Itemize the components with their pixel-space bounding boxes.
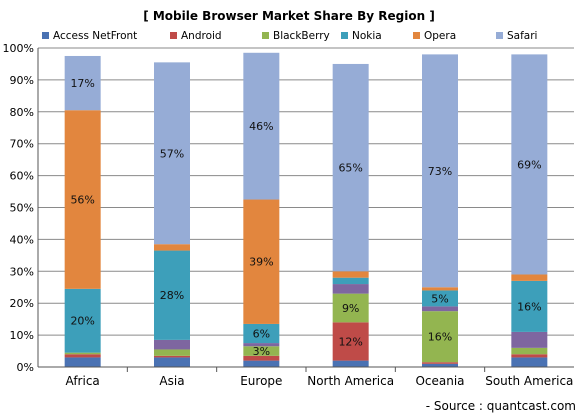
y-tick-label: 40% xyxy=(10,233,34,246)
y-axis: 0% 10% 20% 30% 40% 50% 60% 70% 80% 90% 100% xyxy=(3,42,39,374)
y-tick-label: 60% xyxy=(10,170,34,183)
bar-segment xyxy=(64,55,101,111)
bar-segment xyxy=(154,355,190,358)
bar-segment xyxy=(243,360,280,367)
bar-segment xyxy=(332,293,369,323)
x-category-label: Africa xyxy=(66,374,100,388)
y-tick-label: 20% xyxy=(10,297,34,310)
legend-swatch xyxy=(413,32,420,39)
x-category-label: North America xyxy=(307,374,394,388)
bar-segment xyxy=(64,288,101,353)
legend-swatch xyxy=(170,32,177,39)
data-label: 3% xyxy=(253,345,270,358)
bar-segment xyxy=(243,52,280,200)
data-label: 73% xyxy=(428,165,452,178)
data-label: 16% xyxy=(517,300,541,313)
data-label: 20% xyxy=(70,315,94,328)
y-tick-label: 80% xyxy=(10,106,34,119)
bar-segment xyxy=(332,277,369,285)
x-axis: Africa Asia Europe North America Oceania Sout… xyxy=(38,366,574,388)
x-category-label: Europe xyxy=(240,374,282,388)
y-tick-label: 50% xyxy=(10,202,34,215)
bar-segment xyxy=(154,244,190,251)
legend-swatch xyxy=(496,32,503,39)
legend-label: Safari xyxy=(507,30,537,42)
data-label: 17% xyxy=(70,77,94,90)
data-label: 9% xyxy=(342,302,359,315)
bar-segment xyxy=(511,347,548,355)
bar-segment xyxy=(511,54,548,275)
bar-segment xyxy=(154,62,190,245)
y-tick-label: 30% xyxy=(10,265,34,278)
data-label: 16% xyxy=(428,331,452,344)
bar-segment xyxy=(422,290,458,307)
x-category-label: Asia xyxy=(159,374,184,388)
bar-segment xyxy=(422,306,458,312)
bar-segment xyxy=(511,274,548,281)
legend-swatch xyxy=(341,32,348,39)
x-category-label: Oceania xyxy=(415,374,464,388)
data-label: 5% xyxy=(431,292,448,305)
legend-label: Android xyxy=(181,30,222,42)
legend-label: Access NetFront xyxy=(53,30,137,42)
source-note: - Source : quantcast.com xyxy=(426,399,576,413)
bar-segment xyxy=(511,280,548,332)
bar-segment xyxy=(64,354,101,358)
bar-segment xyxy=(422,362,458,364)
y-tick-label: 100% xyxy=(3,42,34,55)
bar-segment xyxy=(422,54,458,288)
bar-segment xyxy=(64,352,101,355)
gridlines xyxy=(38,47,574,336)
bar-segment xyxy=(243,323,280,344)
y-tick-label: 70% xyxy=(10,138,34,151)
bar-segment xyxy=(332,284,369,294)
chart-title: [ Mobile Browser Market Share By Region … xyxy=(143,9,435,23)
bar-segment xyxy=(243,355,280,361)
data-label: 46% xyxy=(249,120,273,133)
bar-segment xyxy=(243,346,280,356)
bar-segment xyxy=(511,357,548,367)
y-tick-label: 10% xyxy=(10,329,34,342)
legend-label: Opera xyxy=(424,30,456,42)
bar-segment xyxy=(422,311,458,363)
bar-segment xyxy=(332,322,369,361)
bar-segment xyxy=(154,349,190,356)
bar-segment xyxy=(332,63,369,272)
bars xyxy=(64,52,548,367)
data-label: 69% xyxy=(517,158,541,171)
data-label: 57% xyxy=(160,147,184,160)
bar-segment xyxy=(243,199,280,324)
data-label: 56% xyxy=(70,194,94,207)
data-label: 39% xyxy=(249,256,273,269)
bar-segment xyxy=(511,331,548,348)
legend-label: Nokia xyxy=(352,30,382,42)
bar-segment xyxy=(154,339,190,350)
legend-swatch xyxy=(42,32,49,39)
bar-segment xyxy=(154,357,190,367)
x-category-label: South America xyxy=(485,374,573,388)
bar-segment xyxy=(64,110,101,289)
data-label: 12% xyxy=(338,335,362,348)
y-tick-label: 0% xyxy=(17,361,34,374)
data-labels: 20% 56% 17% 28% 57% 3% 6% 39% 46% 12% 9% 65% 16% 5% 73… xyxy=(70,77,541,358)
bar-segment xyxy=(422,287,458,291)
bar-segment xyxy=(511,354,548,358)
data-label: 65% xyxy=(338,162,362,175)
bar-segment xyxy=(154,250,190,340)
bar-segment xyxy=(332,271,369,278)
y-tick-label: 90% xyxy=(10,74,34,87)
data-label: 6% xyxy=(253,328,270,341)
bar-segment xyxy=(243,343,280,347)
bar-segment xyxy=(422,363,458,367)
legend-label: BlackBerry xyxy=(273,30,330,42)
legend-swatch xyxy=(262,32,269,39)
legend: Access NetFront Android BlackBerry Nokia Ope… xyxy=(42,30,537,42)
bar-segment xyxy=(64,357,101,367)
data-label: 28% xyxy=(160,289,184,302)
bar-segment xyxy=(332,360,369,367)
